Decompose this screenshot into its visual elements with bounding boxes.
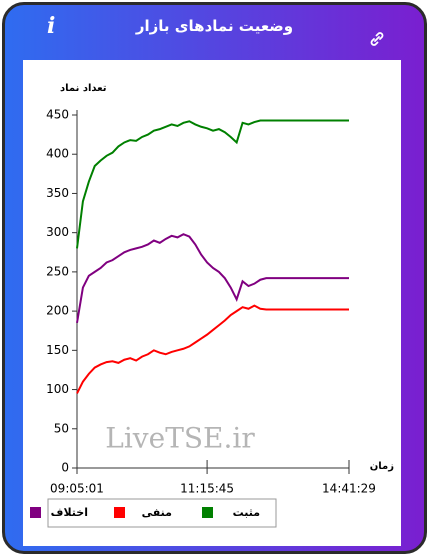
legend-swatch	[114, 507, 125, 518]
y-tick-label: 100	[46, 382, 69, 396]
series-line	[76, 233, 349, 324]
legend-swatch	[30, 507, 41, 518]
card	[23, 60, 401, 546]
legend-label: مثبت	[233, 506, 260, 519]
x-tick-label: 09:05:01	[50, 482, 104, 496]
x-tick-label: 11:15:45	[180, 482, 234, 496]
y-tick-label: 0	[61, 461, 69, 475]
x-tick-label: 14:41:29	[322, 482, 376, 496]
x-axis-label: زمان	[370, 461, 394, 472]
legend-swatch	[202, 507, 213, 518]
link-icon[interactable]	[369, 31, 385, 47]
y-tick-label: 350	[46, 186, 69, 200]
series-line	[76, 304, 349, 394]
y-tick-label: 150	[46, 343, 69, 357]
y-tick-label: 250	[46, 264, 69, 278]
y-tick-label: 450	[46, 108, 69, 122]
watermark: LiveTSE.ir	[105, 422, 255, 455]
y-tick-label: 300	[46, 225, 69, 239]
info-icon[interactable]: i	[47, 13, 56, 39]
series-line	[76, 119, 349, 249]
header-title: وضعیت نمادهای بازار	[135, 17, 294, 35]
y-tick-label: 200	[46, 304, 69, 318]
y-axis-label: تعداد نماد	[60, 83, 107, 94]
legend-label: اختلاف	[51, 506, 88, 519]
legend-box	[47, 498, 277, 528]
legend-label: منفی	[142, 506, 172, 519]
y-tick-label: 50	[54, 421, 69, 435]
y-tick-label: 400	[46, 147, 69, 161]
